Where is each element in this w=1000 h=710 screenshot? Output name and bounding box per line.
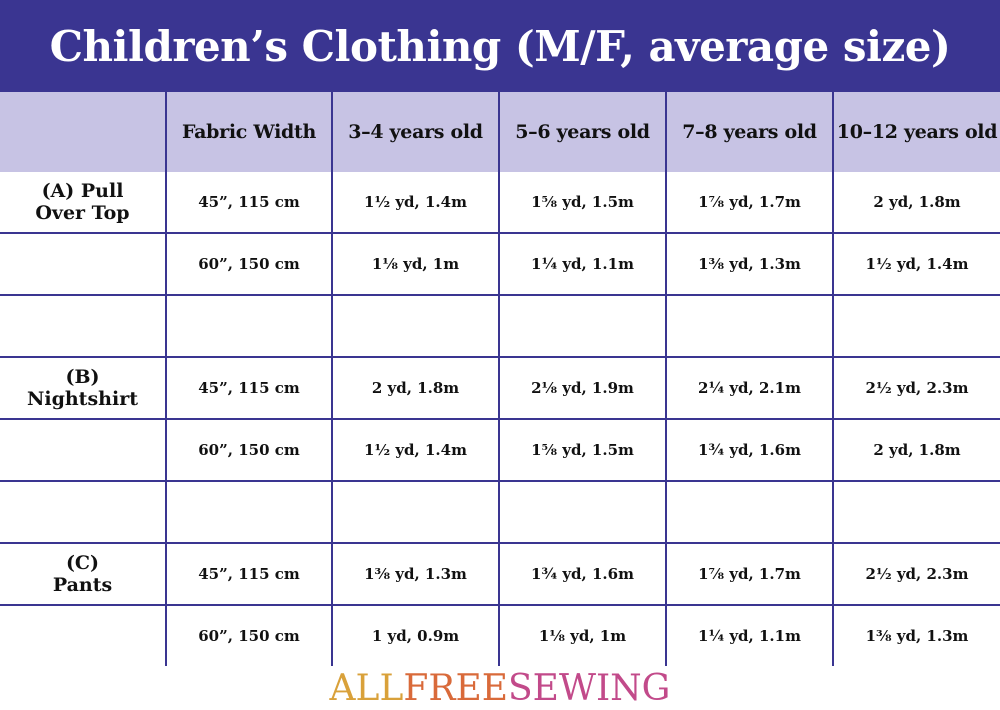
yardage-cell: 2½ yd, 2.3m bbox=[833, 543, 1000, 606]
logo-part-sewing: SEWING bbox=[508, 668, 671, 709]
garment-label-line: Pants bbox=[52, 574, 113, 596]
table-row: (C) Pants 45”, 115 cm 1⅜ yd, 1.3m 1¾ yd, 1.6… bbox=[0, 543, 1000, 606]
yardage-cell: 1½ yd, 1.4m bbox=[833, 233, 1000, 296]
allfreesewing-logo: ALLFREESEWING bbox=[0, 668, 1000, 710]
garment-cell bbox=[0, 233, 167, 296]
logo-part-free: FREE bbox=[403, 668, 509, 709]
yardage-cell: 2½ yd, 2.3m bbox=[833, 357, 1000, 420]
yardage-cell: 1¾ yd, 1.6m bbox=[666, 419, 834, 482]
garment-cell bbox=[0, 295, 167, 358]
yardage-cell: 2¼ yd, 2.1m bbox=[666, 357, 834, 420]
header-row: Fabric Width 3–4 years old 5–6 years old… bbox=[0, 92, 1000, 172]
fabric-width-cell: 60”, 150 cm bbox=[166, 233, 333, 296]
yardage-cell: 2 yd, 1.8m bbox=[332, 357, 500, 420]
yardage-cell: 1⅛ yd, 1m bbox=[499, 605, 667, 666]
yardage-cell bbox=[332, 481, 500, 544]
yardage-cell: 2 yd, 1.8m bbox=[833, 419, 1000, 482]
header-cell-fabric-width: Fabric Width bbox=[166, 92, 333, 172]
table-row: 60”, 150 cm 1⅛ yd, 1m 1¼ yd, 1.1m 1⅜ yd, 1.… bbox=[0, 233, 1000, 296]
yardage-cell: 1 yd, 0.9m bbox=[332, 605, 500, 666]
fabric-width-cell: 45”, 115 cm bbox=[166, 543, 333, 606]
garment-label-line: Nightshirt bbox=[27, 388, 138, 410]
yardage-cell: 1⅝ yd, 1.5m bbox=[499, 419, 667, 482]
garment-label-line: (A) Pull bbox=[41, 180, 124, 202]
yardage-cell bbox=[499, 295, 667, 358]
table-row: 60”, 150 cm 1½ yd, 1.4m 1⅝ yd, 1.5m 1¾ yd, … bbox=[0, 419, 1000, 482]
fabric-width-cell bbox=[166, 295, 333, 358]
garment-label-line: Over Top bbox=[35, 202, 130, 224]
garment-cell bbox=[0, 419, 167, 482]
garment-cell: (B) Nightshirt bbox=[0, 357, 167, 420]
garment-cell: (C) Pants bbox=[0, 543, 167, 606]
logo-part-all: ALL bbox=[329, 668, 404, 709]
garment-cell bbox=[0, 605, 167, 666]
yardage-cell: 1¾ yd, 1.6m bbox=[499, 543, 667, 606]
yardage-cell bbox=[833, 295, 1000, 358]
yardage-cell bbox=[666, 295, 834, 358]
garment-label-line: (C) bbox=[65, 552, 100, 574]
yardage-cell: 1½ yd, 1.4m bbox=[332, 172, 500, 234]
header-cell-garment bbox=[0, 92, 167, 172]
yardage-cell: 1¼ yd, 1.1m bbox=[499, 233, 667, 296]
header-cell-age-7-8: 7–8 years old bbox=[666, 92, 834, 172]
table-row bbox=[0, 295, 1000, 358]
fabric-width-cell: 45”, 115 cm bbox=[166, 172, 333, 234]
title-bar: Children’s Clothing (M/F, average size) bbox=[0, 0, 1000, 92]
yardage-table: Fabric Width 3–4 years old 5–6 years old… bbox=[0, 92, 1000, 666]
yardage-cell: 1¼ yd, 1.1m bbox=[666, 605, 834, 666]
yardage-cell: 2 yd, 1.8m bbox=[833, 172, 1000, 234]
yardage-cell: 1⅞ yd, 1.7m bbox=[666, 172, 834, 234]
fabric-width-cell: 45”, 115 cm bbox=[166, 357, 333, 420]
header-cell-age-3-4: 3–4 years old bbox=[332, 92, 500, 172]
fabric-width-cell bbox=[166, 481, 333, 544]
table-row bbox=[0, 481, 1000, 544]
table-row: 60”, 150 cm 1 yd, 0.9m 1⅛ yd, 1m 1¼ yd, 1.1… bbox=[0, 605, 1000, 666]
garment-cell: (A) Pull Over Top bbox=[0, 172, 167, 234]
table-row: (A) Pull Over Top 45”, 115 cm 1½ yd, 1.4m 1⅝… bbox=[0, 172, 1000, 234]
fabric-width-cell: 60”, 150 cm bbox=[166, 419, 333, 482]
yardage-cell: 1⅛ yd, 1m bbox=[332, 233, 500, 296]
table-row: (B) Nightshirt 45”, 115 cm 2 yd, 1.8m 2⅛ yd,… bbox=[0, 357, 1000, 420]
yardage-cell: 1⅞ yd, 1.7m bbox=[666, 543, 834, 606]
yardage-cell: 1⅜ yd, 1.3m bbox=[666, 233, 834, 296]
yardage-cell bbox=[499, 481, 667, 544]
yardage-cell: 1⅜ yd, 1.3m bbox=[332, 543, 500, 606]
yardage-cell: 1⅝ yd, 1.5m bbox=[499, 172, 667, 234]
yardage-cell bbox=[666, 481, 834, 544]
header-cell-age-10-12: 10–12 years old bbox=[833, 92, 1000, 172]
header-cell-age-5-6: 5–6 years old bbox=[499, 92, 667, 172]
garment-label-line: (B) bbox=[65, 366, 100, 388]
yardage-cell bbox=[833, 481, 1000, 544]
yardage-cell: 2⅛ yd, 1.9m bbox=[499, 357, 667, 420]
page-title: Children’s Clothing (M/F, average size) bbox=[49, 21, 951, 71]
fabric-width-cell: 60”, 150 cm bbox=[166, 605, 333, 666]
yardage-cell: 1½ yd, 1.4m bbox=[332, 419, 500, 482]
garment-cell bbox=[0, 481, 167, 544]
yardage-cell: 1⅜ yd, 1.3m bbox=[865, 627, 969, 645]
yardage-cell bbox=[332, 295, 500, 358]
